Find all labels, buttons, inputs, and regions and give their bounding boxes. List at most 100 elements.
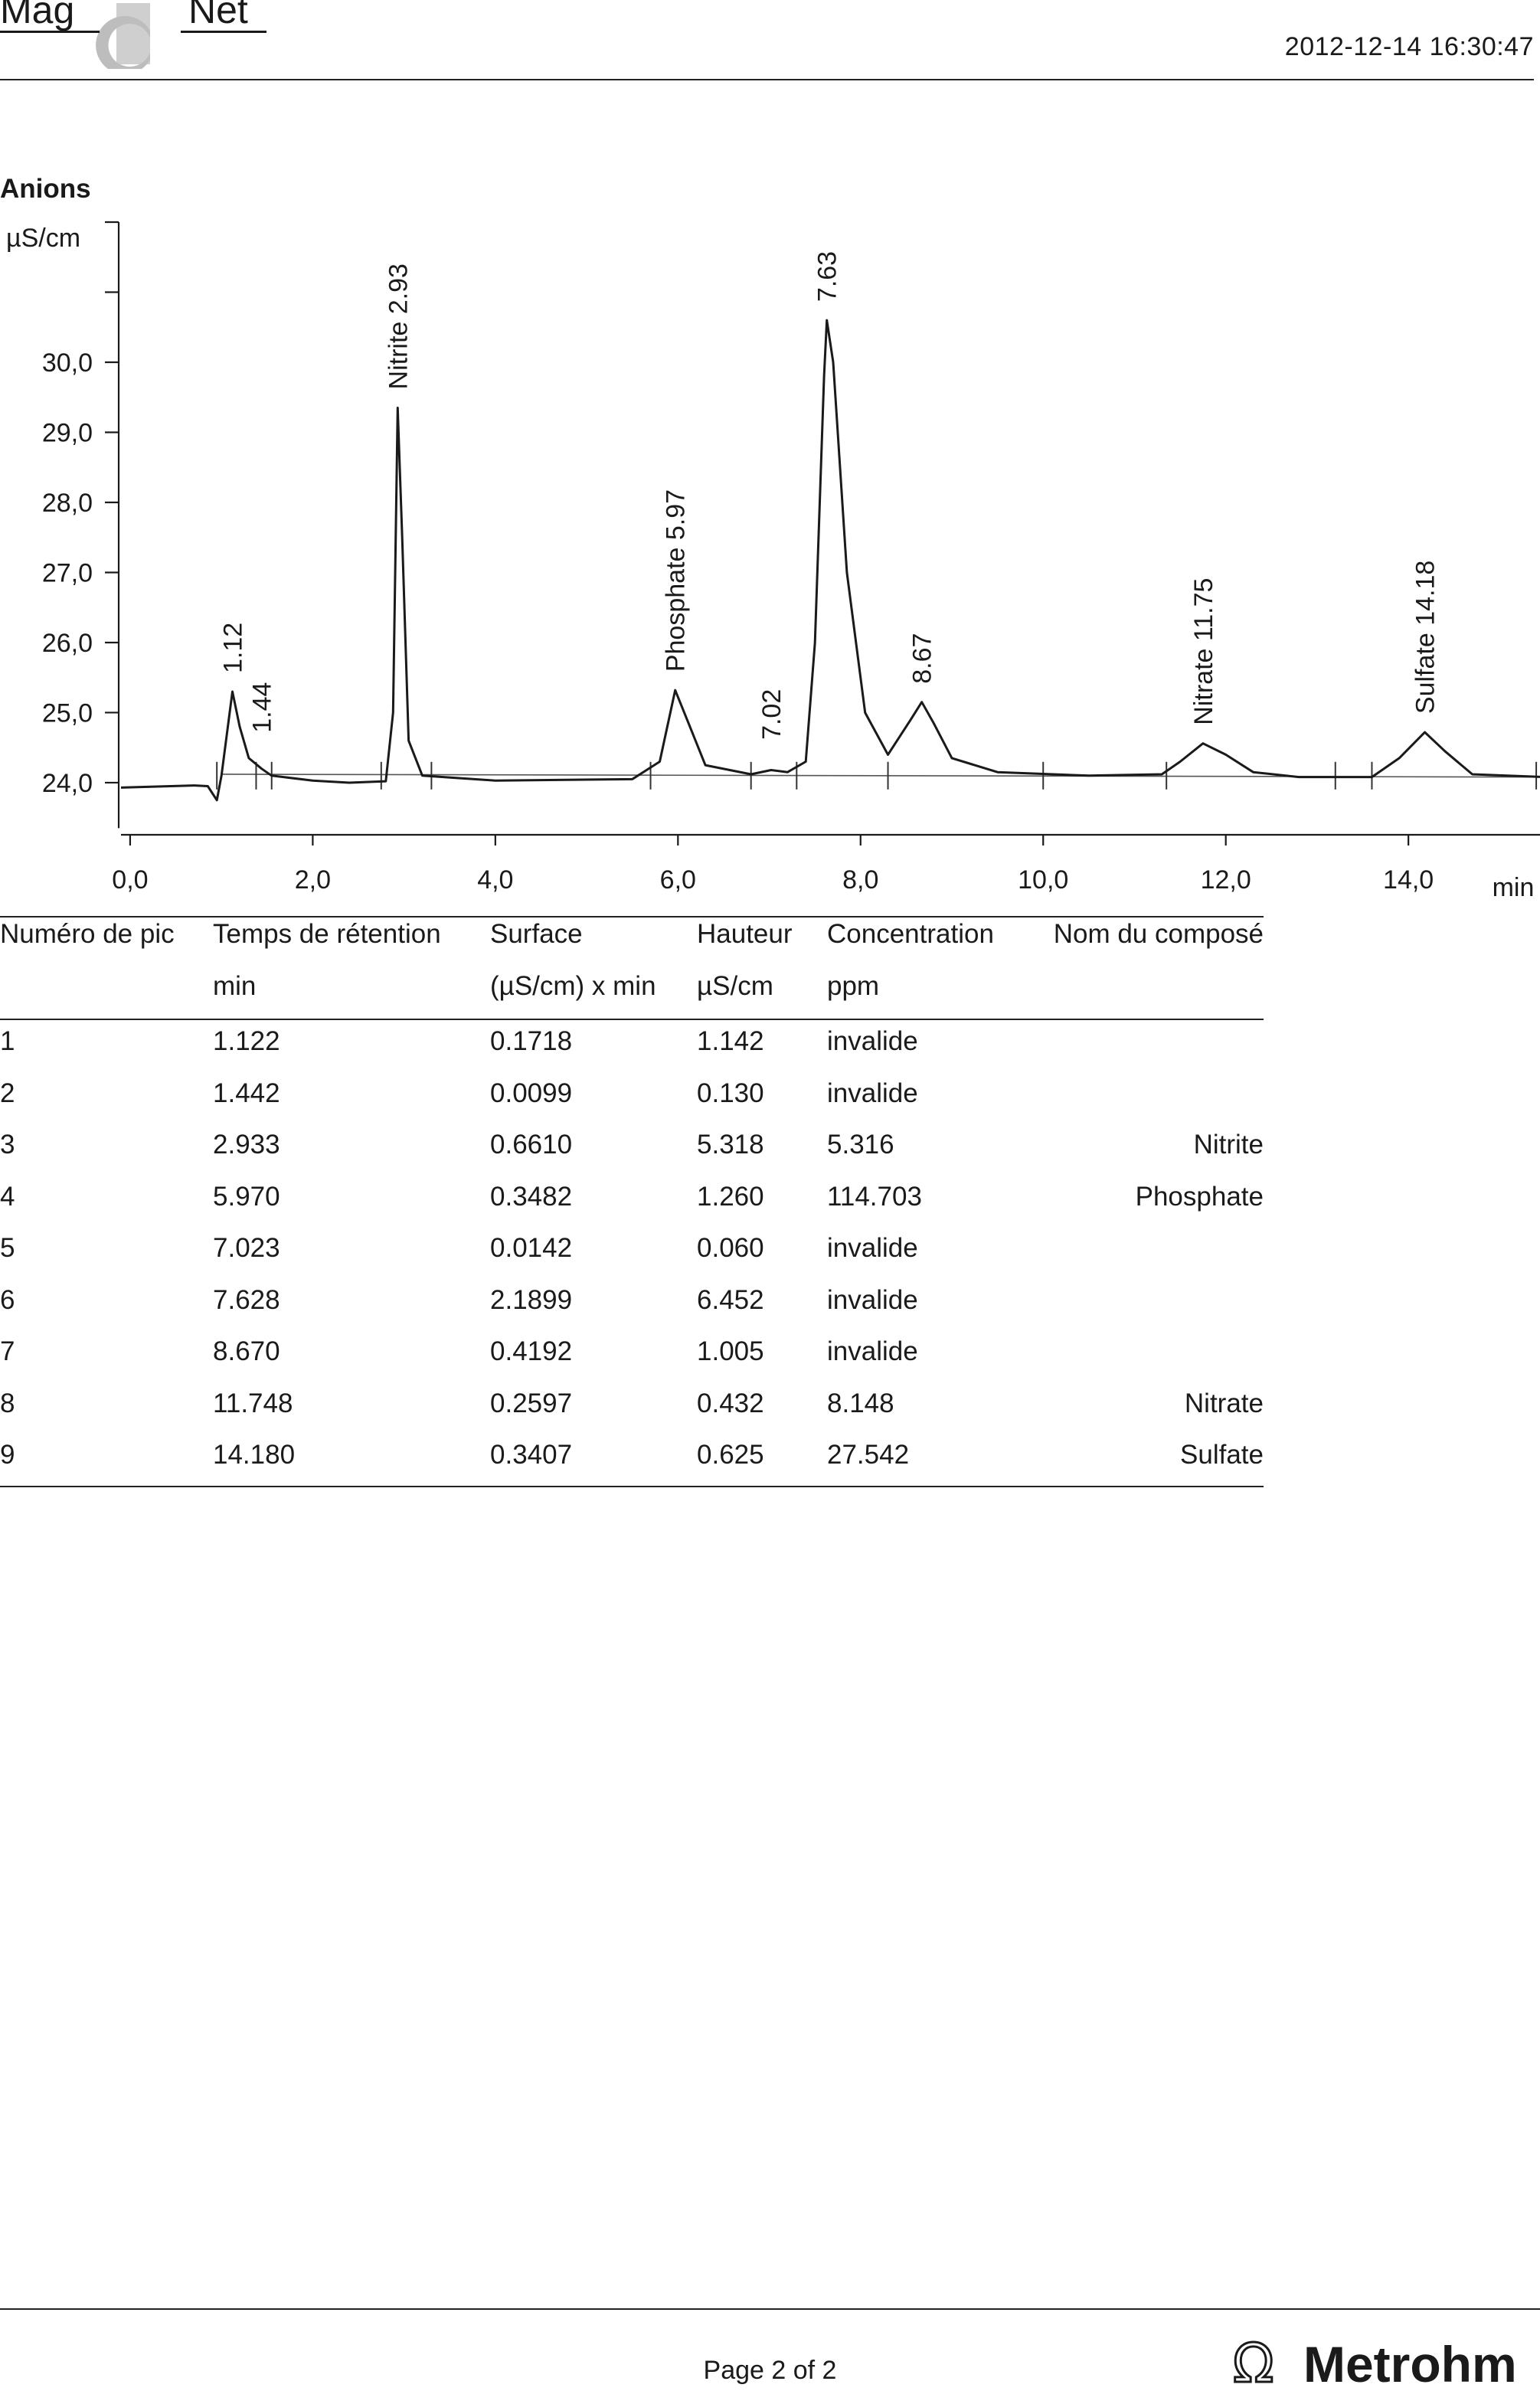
table-cell: Nitrite — [1193, 1130, 1264, 1160]
table-header-rule — [0, 1019, 1264, 1020]
table-cell: invalide — [827, 1284, 918, 1315]
table-header-cell: Numéro de pic — [0, 919, 175, 949]
table-header-cell: Temps de rétention — [213, 919, 441, 949]
table-cell: 8.148 — [827, 1388, 894, 1418]
table-cell: 5.970 — [213, 1181, 280, 1212]
table-cell: 0.1718 — [490, 1026, 573, 1056]
metrohm-logo: Ω Metrohm — [1233, 2334, 1517, 2391]
peak-label: 7.02 — [757, 689, 786, 740]
footer-divider — [0, 2308, 1540, 2310]
y-tick-label: 24,0 — [42, 769, 93, 798]
table-header-unit: ppm — [827, 971, 880, 1001]
table-cell: 1.005 — [697, 1336, 764, 1366]
table-cell: 1.122 — [213, 1026, 280, 1056]
omega-icon: Ω — [1233, 2334, 1274, 2391]
chromatogram-series — [120, 319, 1540, 802]
x-tick-label: 2,0 — [295, 865, 331, 895]
peak-label: Sulfate 14.18 — [1411, 561, 1440, 714]
peak-labels: 1.121.44 Nitrite 2.93 Phosphate 5.97 7.02 7.… — [218, 251, 1440, 740]
peak-label: Phosphate 5.97 — [662, 489, 691, 672]
table-cell: 0.0142 — [490, 1233, 573, 1263]
table-cell: Phosphate — [1135, 1181, 1264, 1212]
table-cell: 7.628 — [213, 1284, 280, 1315]
table-header-cell: Nom du composé — [1053, 919, 1264, 949]
table-cell: 3 — [0, 1130, 15, 1160]
peak-label: 8.67 — [908, 633, 937, 684]
table-cell: 27.542 — [827, 1440, 910, 1470]
peak-label: Nitrite 2.93 — [384, 263, 413, 389]
table-cell: 0.0099 — [490, 1078, 573, 1108]
table-cell: 11.748 — [213, 1388, 293, 1418]
table-header-cell: Concentration — [827, 919, 994, 949]
logo-text-net: Net — [188, 0, 248, 31]
table-cell: 14.180 — [213, 1440, 296, 1470]
y-tick-label: 30,0 — [42, 348, 93, 378]
table-cell: 8 — [0, 1388, 15, 1418]
y-tick-label: 29,0 — [42, 418, 93, 447]
table-cell: 114.703 — [827, 1181, 922, 1212]
table-cell: 0.4192 — [490, 1336, 573, 1366]
table-cell: invalide — [827, 1026, 918, 1056]
table-cell: 5.318 — [697, 1130, 764, 1160]
table-cell: 7 — [0, 1336, 15, 1366]
table-header-unit: min — [213, 971, 257, 1001]
magic-net-logo: Mag Net — [0, 0, 266, 69]
peak-label: 7.63 — [813, 251, 842, 302]
metrohm-brand-text: Metrohm — [1303, 2336, 1517, 2391]
chart-axes — [105, 221, 1540, 846]
table-cell: 0.130 — [697, 1078, 764, 1108]
x-tick-label: 12,0 — [1201, 865, 1251, 895]
table-cell: 8.670 — [213, 1336, 280, 1366]
peak-label: Nitrate 11.75 — [1189, 578, 1218, 725]
x-tick-label: 8,0 — [842, 865, 878, 895]
y-tick-label: 26,0 — [42, 629, 93, 658]
table-cell: Sulfate — [1180, 1440, 1264, 1470]
table-cell: 5.316 — [827, 1130, 894, 1160]
table-cell: invalide — [827, 1233, 918, 1263]
table-cell: 0.432 — [697, 1388, 764, 1418]
x-tick-label: 10,0 — [1018, 865, 1068, 895]
x-axis-label: min — [1493, 873, 1535, 902]
table-cell: 0.6610 — [490, 1130, 573, 1160]
x-tick-label: 14,0 — [1383, 865, 1434, 895]
chromatogram-chart: 1.121.44 Nitrite 2.93 Phosphate 5.97 7.02 7.… — [0, 174, 1540, 902]
table-bottom-rule — [0, 1486, 1264, 1487]
y-tick-label: 25,0 — [42, 698, 93, 728]
table-top-rule — [0, 916, 1264, 917]
table-cell: 1.260 — [697, 1181, 764, 1212]
table-header-unit: µS/cm — [697, 971, 773, 1001]
y-tick-label: 27,0 — [42, 558, 93, 587]
table-cell: 0.060 — [697, 1233, 764, 1263]
axis-labels: 24,0 25,0 26,0 27,0 28,0 29,0 30,0 µS/cm Anions 0… — [0, 174, 1534, 902]
table-cell: 5 — [0, 1233, 15, 1263]
table-cell: invalide — [827, 1078, 918, 1108]
table-cell: 2 — [0, 1078, 15, 1108]
table-cell: 4 — [0, 1181, 15, 1212]
table-cell: 1 — [0, 1026, 15, 1056]
peak-label: 1.44 — [248, 682, 277, 733]
print-timestamp: 2012-12-14 16:30:47 — [1284, 32, 1534, 61]
peak-label: 1.12 — [218, 623, 247, 673]
x-tick-label: 0,0 — [112, 865, 148, 895]
logo-text-mag: Mag — [0, 0, 74, 31]
table-cell: 7.023 — [213, 1233, 280, 1263]
y-axis-label: µS/cm — [6, 224, 80, 253]
table-header-cell: Hauteur — [697, 919, 793, 949]
header-divider — [0, 79, 1534, 80]
page-number: Page 2 of 2 — [703, 2356, 837, 2385]
table-cell: 9 — [0, 1440, 15, 1470]
table-cell: Nitrate — [1184, 1388, 1264, 1418]
table-header-unit: (µS/cm) x min — [490, 971, 656, 1001]
table-cell: 2.1899 — [490, 1284, 573, 1315]
table-cell: 1.142 — [697, 1026, 764, 1056]
table-cell: 0.625 — [697, 1440, 764, 1470]
table-cell: 2.933 — [213, 1130, 280, 1160]
table-header-cell: Surface — [490, 919, 583, 949]
table-cell: 0.2597 — [490, 1388, 573, 1418]
table-cell: invalide — [827, 1336, 918, 1366]
table-cell: 6 — [0, 1284, 15, 1315]
chart-title: Anions — [0, 174, 91, 204]
chromatogram-line — [120, 319, 1540, 802]
table-cell: 0.3407 — [490, 1440, 573, 1470]
table-cell: 6.452 — [697, 1284, 764, 1315]
